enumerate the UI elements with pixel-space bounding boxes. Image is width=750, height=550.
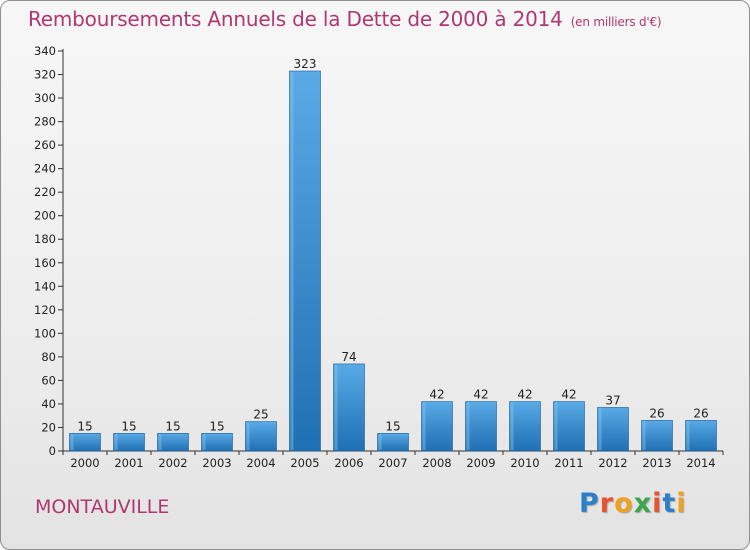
title-text: Remboursements Annuels de la Dette de 20… (28, 7, 563, 31)
bar (641, 420, 673, 452)
chart-subtitle: (en milliers d'€) (570, 15, 662, 29)
y-tick-label: 220 (34, 185, 56, 199)
bar (377, 433, 409, 452)
y-tick-label: 140 (34, 279, 56, 293)
data-label: 42 (517, 388, 532, 402)
y-tick-label: 120 (34, 303, 56, 317)
bar-highlight (378, 434, 382, 450)
x-tick-label: 2012 (598, 456, 627, 470)
y-tick-label: 260 (34, 138, 56, 152)
logo-letter: i (652, 488, 663, 519)
y-tick-label: 240 (34, 162, 56, 176)
bar (201, 433, 233, 452)
data-label: 323 (294, 57, 317, 71)
commune-name: MONTAUVILLE (35, 496, 170, 518)
x-tick-label: 2000 (70, 456, 99, 470)
bar (245, 421, 277, 452)
y-tick-label: 80 (41, 350, 56, 364)
bar-highlight (510, 402, 514, 450)
x-tick-label: 2007 (378, 456, 407, 470)
bar (333, 363, 365, 452)
bar-highlight (598, 408, 602, 450)
bar-highlight (114, 434, 118, 450)
bar-highlight (466, 402, 470, 450)
bar (113, 433, 145, 452)
data-label: 26 (693, 406, 708, 420)
data-labels: 15 15 15 15 25 323 74 15 42 42 42 42 37 26 26 (77, 57, 708, 433)
data-label: 15 (121, 419, 136, 433)
bar (509, 401, 541, 452)
x-tick-label: 2006 (334, 456, 363, 470)
logo-letter: i (676, 488, 687, 519)
data-label: 15 (165, 419, 180, 433)
data-label: 15 (209, 419, 224, 433)
y-tick-label: 180 (34, 232, 56, 246)
y-tick-label: 60 (41, 373, 56, 387)
bar (465, 401, 497, 452)
bar-highlight (246, 422, 250, 450)
bar-highlight (158, 434, 162, 450)
data-label: 25 (253, 408, 268, 422)
x-tick-label: 2001 (114, 456, 143, 470)
x-tick-label: 2014 (686, 456, 715, 470)
logo-letter: P (579, 488, 600, 519)
bar-highlight (70, 434, 74, 450)
data-label: 37 (605, 393, 620, 407)
bar (597, 407, 629, 452)
bars (69, 70, 717, 452)
y-tick-label: 40 (41, 397, 56, 411)
bar-highlight (642, 421, 646, 450)
bar (553, 401, 585, 452)
x-tick-label: 2010 (510, 456, 539, 470)
y-tick-labels: 0 20 40 60 80 100 120 140 160 180 200 220 240 260 280 3… (34, 44, 56, 458)
y-tick-label: 100 (34, 326, 56, 340)
chart-title: Remboursements Annuels de la Dette de 20… (28, 7, 662, 31)
bar-highlight (422, 402, 426, 450)
y-tick-label: 160 (34, 256, 56, 270)
bar (157, 433, 189, 452)
data-label: 15 (385, 419, 400, 433)
logo-letter: o (614, 488, 634, 519)
x-tick-label: 2003 (202, 456, 231, 470)
bar-highlight (686, 421, 690, 450)
data-label: 15 (77, 419, 92, 433)
y-tick-label: 280 (34, 115, 56, 129)
proxiti-logo: Proxiti (579, 488, 687, 519)
x-tick-label: 2011 (554, 456, 583, 470)
x-tick-label: 2009 (466, 456, 495, 470)
data-label: 26 (649, 406, 664, 420)
x-tick-label: 2013 (642, 456, 671, 470)
logo-letter: x (633, 488, 653, 519)
bar-highlight (290, 72, 294, 450)
bar (289, 70, 321, 452)
y-tick-label: 0 (49, 444, 56, 458)
bar (69, 433, 101, 452)
y-tick-label: 20 (41, 420, 56, 434)
axes (58, 49, 724, 455)
y-tick-label: 340 (34, 44, 56, 58)
data-label: 74 (341, 350, 356, 364)
bar-highlight (334, 364, 338, 450)
x-tick-label: 2008 (422, 456, 451, 470)
y-tick-label: 300 (34, 91, 56, 105)
data-label: 42 (473, 388, 488, 402)
x-tick-label: 2002 (158, 456, 187, 470)
data-label: 42 (561, 388, 576, 402)
x-tick-label: 2004 (246, 456, 275, 470)
y-tick-label: 320 (34, 68, 56, 82)
bar-highlight (554, 402, 558, 450)
logo-letter: t (662, 488, 677, 519)
data-label: 42 (429, 388, 444, 402)
y-tick-label: 200 (34, 209, 56, 223)
bar (421, 401, 453, 452)
x-tick-label: 2005 (290, 456, 319, 470)
bar-highlight (202, 434, 206, 450)
x-tick-labels: 2000 2001 2002 2003 2004 2005 2006 2007 2008 2009… (70, 456, 715, 470)
logo-letter: r (599, 488, 615, 519)
bar (685, 420, 717, 452)
